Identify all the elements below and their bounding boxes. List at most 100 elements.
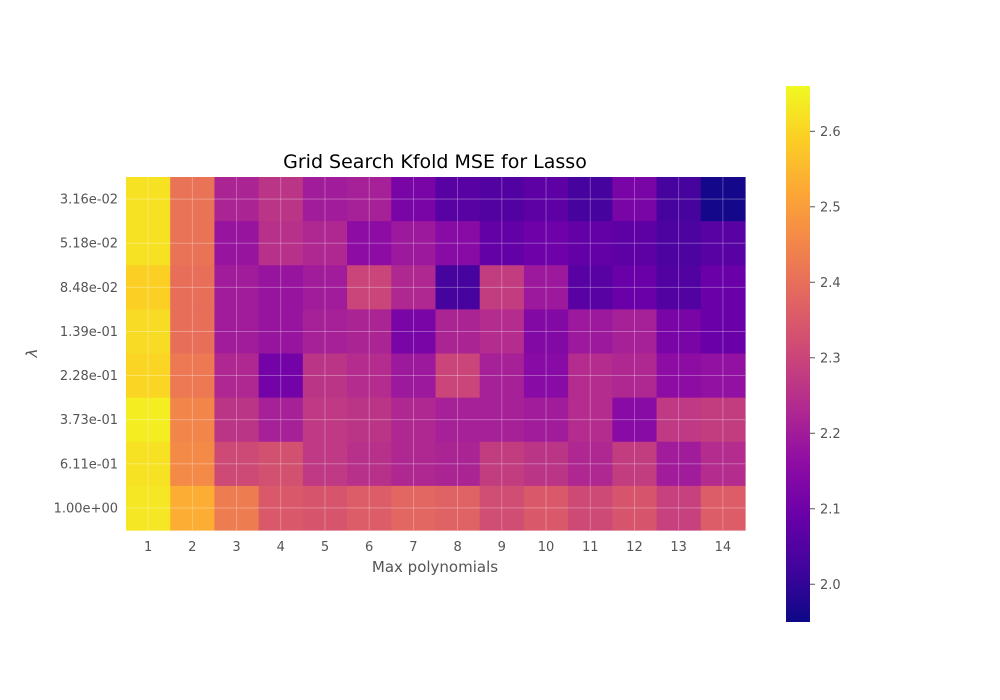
heatmap-cell [126,485,171,531]
heatmap-cell [435,177,481,222]
chart-title: Grid Search Kfold MSE for Lasso [283,151,587,173]
x-tick-label: 4 [277,540,285,555]
colorbar-ticks: 2.0 2.1 2.2 2.3 2.4 2.5 2.6 [810,125,841,593]
heatmap-cell [435,221,481,266]
heatmap-cell [435,265,481,310]
heatmap-cell [568,353,613,399]
heatmap-cell [214,309,260,355]
heatmap-cell [568,485,613,531]
heatmap-cell [435,397,481,443]
heatmap-cell [347,177,392,222]
y-axis-ticks: 3.16e-02 5.18e-02 8.48e-02 1.39e-01 2.28e-01… [54,193,118,517]
heatmap-cell [523,353,569,399]
heatmap-cell [258,353,304,399]
colorbar-tick-label: 2.6 [820,125,841,140]
heatmap-cell [126,441,171,487]
heatmap-cell [656,441,702,487]
y-tick-label: 1.39e-01 [60,325,118,340]
x-tick-label: 12 [626,540,643,555]
heatmap-cell [700,441,746,487]
heatmap-cell [258,177,304,222]
heatmap-cell [700,309,746,355]
heatmap-cell [656,265,702,310]
x-tick-label: 1 [144,540,152,555]
x-tick-label: 7 [409,540,417,555]
y-tick-label: 3.16e-02 [60,193,118,208]
colorbar-tick-label: 2.1 [820,502,841,517]
heatmap-cell [391,441,437,487]
heatmap-cell [347,221,392,266]
heatmap-cell [479,309,525,355]
heatmap-cell [435,441,481,487]
heatmap-cell [302,353,348,399]
heatmap-cell [126,353,171,399]
heatmap-cell [656,309,702,355]
heatmap-cell [612,397,658,443]
heatmap-cell [170,177,216,222]
heatmap-cell [479,177,525,222]
x-tick-label: 10 [538,540,555,555]
heatmap-cell [170,441,216,487]
heatmap-cell [214,221,260,266]
heatmap-cell [391,309,437,355]
heatmap-cell [523,177,569,222]
heatmap-cell [612,177,658,222]
heatmap-cell [302,397,348,443]
heatmap-cell [302,221,348,266]
colorbar-tick-label: 2.2 [820,427,841,442]
x-tick-label: 3 [232,540,240,555]
y-tick-label: 2.28e-01 [60,369,118,384]
heatmap-cell [700,177,746,222]
heatmap-cell [126,177,171,222]
heatmap-cell [568,221,613,266]
heatmap-cell [523,441,569,487]
heatmap-cell [700,221,746,266]
colorbar-tick-label: 2.3 [820,351,841,366]
heatmap-cell [170,265,216,310]
heatmap-cell [302,441,348,487]
heatmap-cell [479,441,525,487]
heatmap-cell [347,309,392,355]
heatmap-cell [435,485,481,531]
heatmap-cell [700,485,746,531]
x-tick-label: 8 [453,540,461,555]
heatmap-cell [568,441,613,487]
y-tick-label: 8.48e-02 [60,281,118,296]
colorbar-tick-label: 2.4 [820,276,841,291]
heatmap-cell [656,397,702,443]
x-tick-label: 13 [670,540,687,555]
heatmap-cell [479,397,525,443]
colorbar-tick-label: 2.5 [820,200,841,215]
heatmap-cell [170,353,216,399]
heatmap-cell [347,441,392,487]
heatmap-cell [258,221,304,266]
x-tick-label: 2 [188,540,196,555]
heatmap-cell [700,353,746,399]
x-tick-label: 11 [582,540,599,555]
heatmap-cells [126,177,746,531]
heatmap-cell [302,309,348,355]
heatmap-cell [435,309,481,355]
heatmap-cell [126,265,171,310]
heatmap-cell [612,309,658,355]
y-tick-label: 6.11e-01 [60,457,118,472]
heatmap-cell [391,397,437,443]
heatmap-cell [170,309,216,355]
y-axis-label: λ [23,349,41,359]
heatmap-cell [214,441,260,487]
colorbar-tick-label: 2.0 [820,578,841,593]
heatmap-cell [347,265,392,310]
heatmap-cell [523,485,569,531]
heatmap-cell [302,177,348,222]
heatmap-cell [568,397,613,443]
heatmap-cell [523,397,569,443]
heatmap-cell [391,265,437,310]
heatmap-cell [258,485,304,531]
heatmap-cell [391,177,437,222]
heatmap-cell [302,265,348,310]
heatmap-cell [214,265,260,310]
heatmap-cell [700,397,746,443]
heatmap-cell [258,309,304,355]
heatmap-cell [435,353,481,399]
y-tick-label: 5.18e-02 [60,237,118,252]
